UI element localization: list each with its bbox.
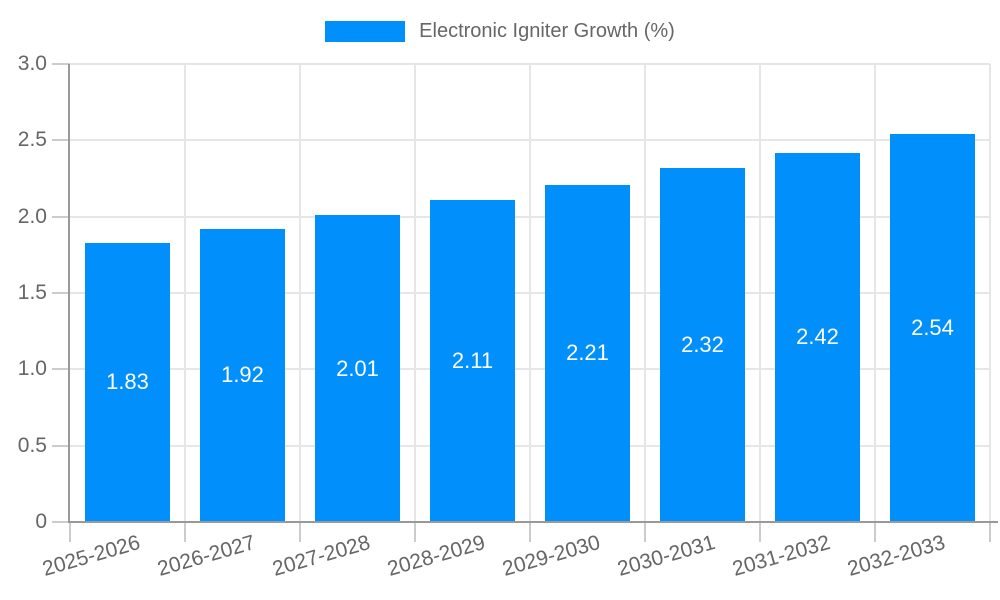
legend-item[interactable]: Electronic Igniter Growth (%): [325, 20, 675, 43]
x-gridline: [529, 64, 531, 522]
x-gridline: [184, 64, 186, 522]
legend-label: Electronic Igniter Growth (%): [419, 20, 675, 42]
bar[interactable]: 2.01: [315, 215, 400, 522]
y-axis-tick: [52, 292, 70, 294]
x-gridline: [644, 64, 646, 522]
y-axis-label: 0.5: [17, 433, 47, 457]
x-axis-label: 2025-2026: [39, 531, 143, 581]
x-axis-label: 2030-2031: [614, 531, 718, 581]
y-axis-line: [68, 64, 70, 523]
x-axis-tick: [759, 522, 761, 542]
x-axis-tick: [299, 522, 301, 542]
y-axis-label: 3.0: [17, 52, 47, 75]
x-axis-line: [68, 521, 998, 523]
y-axis-tick: [52, 215, 70, 218]
y-axis-tick: [52, 521, 70, 523]
x-axis-tick: [529, 522, 531, 542]
x-axis-label: 2031-2032: [729, 531, 833, 581]
x-gridline: [989, 64, 991, 522]
x-axis-tick: [414, 522, 416, 542]
bar-value-label: 2.21: [566, 340, 609, 366]
y-axis-label: 2.5: [17, 128, 47, 152]
bar-value-label: 1.83: [106, 369, 149, 395]
x-gridline: [299, 64, 301, 522]
y-axis-label: 0: [35, 510, 47, 533]
y-axis-tick: [52, 444, 70, 447]
bar[interactable]: 2.11: [430, 199, 515, 522]
y-axis-tick: [52, 139, 70, 142]
x-axis-tick: [989, 522, 991, 542]
x-axis-label: 2028-2029: [384, 531, 488, 581]
bar-value-label: 2.01: [336, 355, 379, 381]
bar-value-label: 2.11: [451, 347, 494, 373]
bar-value-label: 2.32: [681, 331, 724, 357]
x-axis-tick: [184, 522, 186, 542]
bar-value-label: 2.54: [911, 315, 954, 341]
x-axis-label: 2026-2027: [154, 531, 258, 581]
bar[interactable]: 1.92: [200, 228, 285, 522]
y-axis-tick: [52, 368, 70, 371]
y-axis-label: 1.5: [17, 281, 47, 304]
x-gridline: [759, 64, 761, 522]
x-axis-label: 2027-2028: [269, 531, 373, 581]
x-axis-tick: [644, 522, 646, 542]
bar[interactable]: 2.54: [890, 134, 975, 522]
bar[interactable]: 1.83: [85, 242, 170, 522]
bar-value-label: 2.42: [796, 324, 839, 350]
x-axis-tick: [69, 522, 71, 542]
x-axis-label: 2029-2030: [499, 531, 603, 581]
bar-value-label: 1.92: [221, 362, 264, 388]
y-axis-label: 2.0: [17, 204, 47, 228]
x-gridline: [874, 64, 876, 522]
x-axis-label: 2032-2033: [844, 531, 948, 581]
bar[interactable]: 2.32: [660, 167, 745, 522]
bar[interactable]: 2.21: [545, 184, 630, 522]
legend-swatch-icon: [325, 21, 406, 42]
x-gridline: [414, 64, 416, 522]
y-axis-tick: [52, 63, 70, 65]
y-axis-label: 1.0: [17, 357, 47, 381]
bar[interactable]: 2.42: [775, 152, 860, 522]
legend: Electronic Igniter Growth (%): [0, 20, 1000, 43]
x-axis-tick: [874, 522, 876, 542]
